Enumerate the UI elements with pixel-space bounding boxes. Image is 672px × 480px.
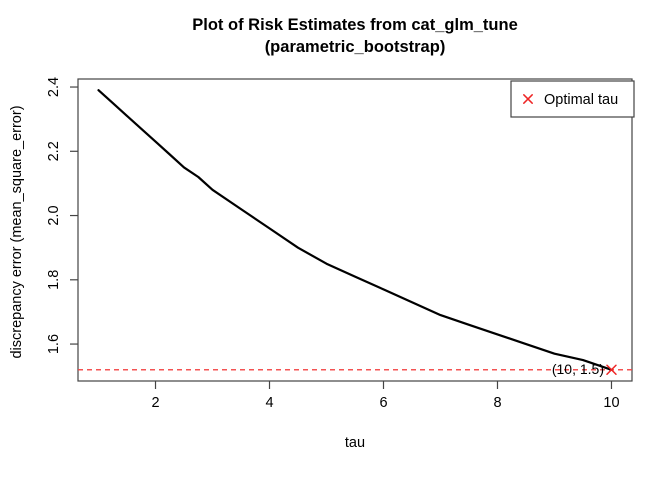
x-tick-label: 4 bbox=[265, 395, 273, 411]
plot-title-line2: (parametric_bootstrap) bbox=[265, 38, 446, 56]
x-axis-label: tau bbox=[345, 435, 365, 451]
plot-title-line1: Plot of Risk Estimates from cat_glm_tune bbox=[192, 16, 518, 34]
optimal-point-marker bbox=[606, 364, 617, 376]
x-tick-label: 8 bbox=[493, 395, 501, 411]
y-axis-label: discrepancy error (mean_square_error) bbox=[9, 105, 25, 358]
x-tick-label: 10 bbox=[603, 395, 619, 411]
y-tick-label: 2.4 bbox=[46, 77, 62, 97]
y-tick-label: 1.6 bbox=[46, 334, 62, 354]
legend-item-label: Optimal tau bbox=[544, 92, 618, 108]
legend-marker-icon bbox=[523, 94, 533, 104]
plot-frame bbox=[77, 78, 633, 382]
chart-layer: 2 4 6 8 10 1.6 1.8 2.0 2.2 2.4 bbox=[46, 77, 635, 411]
y-tick-label: 1.8 bbox=[46, 270, 62, 290]
y-tick-label: 2.2 bbox=[46, 141, 62, 161]
x-tick-label: 2 bbox=[151, 395, 159, 411]
x-tick-label: 6 bbox=[379, 395, 387, 411]
legend-box bbox=[510, 80, 635, 118]
risk-curve-line bbox=[97, 89, 613, 371]
optimal-point-annotation: (10, 1.5) bbox=[552, 361, 604, 377]
y-tick-label: 2.0 bbox=[46, 205, 62, 225]
